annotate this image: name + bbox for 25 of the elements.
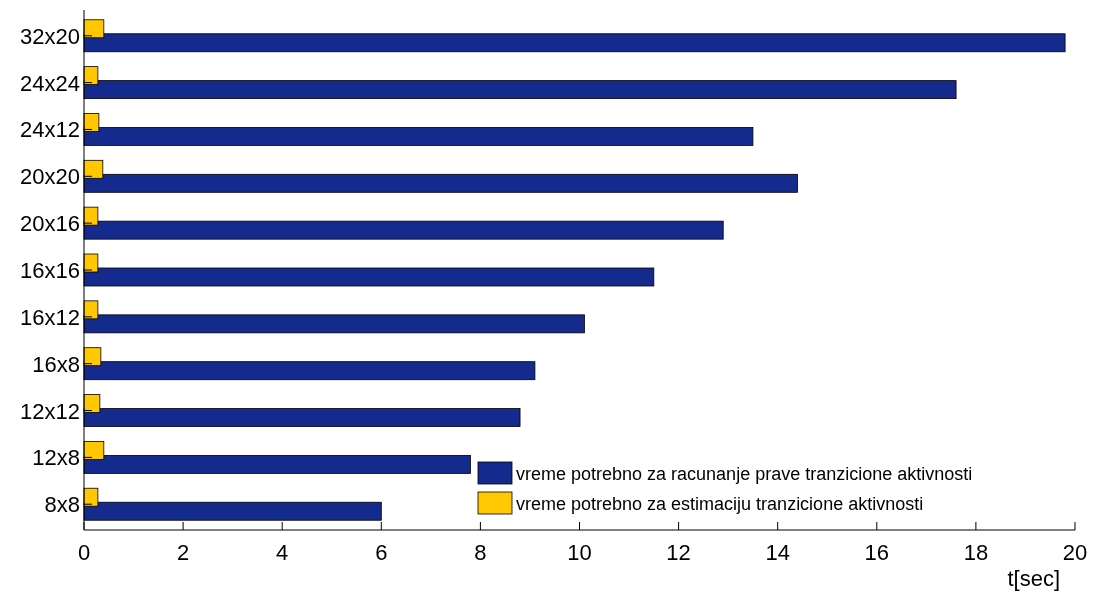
y-tick-label: 12x12 [20, 398, 80, 424]
y-tick-label: 8x8 [44, 492, 80, 518]
x-tick-label: 2 [176, 540, 190, 565]
x-tick-label: 14 [765, 540, 790, 565]
legend-label: vreme potrebno za racunanje prave tranzicione aktivnosti [516, 464, 973, 484]
y-tick-label: 24x24 [20, 70, 80, 96]
x-axis-title: t[sec] [1007, 566, 1060, 591]
x-tick-label: 4 [276, 540, 289, 565]
x-tick-label: 16 [864, 540, 890, 565]
y-tick-label: 20x16 [20, 211, 80, 237]
legend-label: vreme potrebno za estimaciju tranzicione aktivnosti [516, 494, 924, 514]
y-tick-label: 20x20 [20, 164, 80, 190]
y-tick-label: 24x12 [20, 117, 80, 143]
y-tick-label: 12x8 [32, 445, 80, 471]
x-tick-label: 6 [375, 540, 388, 565]
x-tick-label: 20 [1062, 540, 1088, 565]
y-tick-label: 16x8 [32, 351, 80, 377]
x-tick-label: 18 [963, 540, 989, 565]
y-tick-label: 16x16 [20, 258, 80, 283]
x-tick-label: 10 [567, 540, 592, 565]
y-tick-label: 16x12 [20, 304, 80, 330]
x-tick-label: 8 [474, 540, 487, 565]
x-tick-label: 12 [666, 540, 691, 565]
x-tick-label: 0 [77, 540, 91, 565]
y-tick-label: 32x20 [20, 23, 80, 49]
